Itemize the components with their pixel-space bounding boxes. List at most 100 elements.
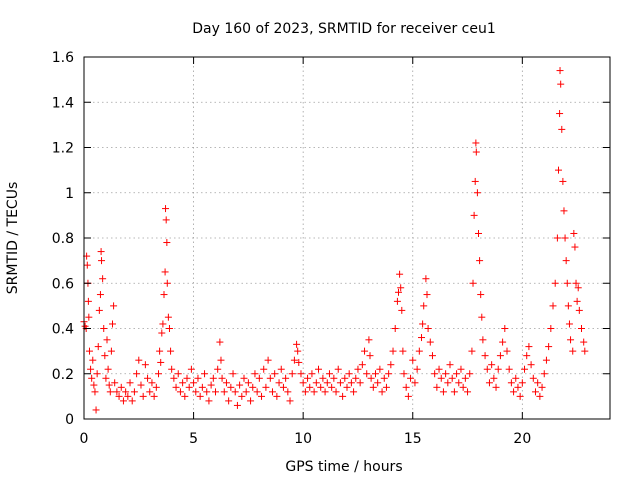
data-point	[559, 177, 567, 185]
data-point	[385, 370, 393, 378]
data-point	[435, 365, 443, 373]
data-point	[382, 383, 390, 391]
data-point	[190, 379, 198, 387]
data-point	[198, 383, 206, 391]
data-point	[356, 379, 364, 387]
data-point	[139, 392, 147, 400]
data-point	[253, 388, 261, 396]
data-point	[288, 370, 296, 378]
data-point	[160, 291, 168, 299]
data-point	[523, 352, 531, 360]
data-point	[556, 67, 564, 75]
data-point	[545, 343, 553, 351]
data-point	[262, 383, 270, 391]
chart-title: Day 160 of 2023, SRMTID for receiver ceu…	[192, 21, 496, 37]
data-point	[220, 388, 228, 396]
data-point	[477, 291, 485, 299]
data-point	[205, 397, 213, 405]
data-point	[249, 383, 257, 391]
data-point	[185, 383, 193, 391]
data-point	[343, 383, 351, 391]
data-point	[367, 374, 375, 382]
data-point	[141, 361, 149, 369]
data-point	[571, 243, 579, 251]
data-point	[155, 370, 163, 378]
y-tick-label: 1	[65, 186, 74, 202]
data-point	[113, 388, 121, 396]
data-point	[366, 352, 374, 360]
data-point	[534, 379, 542, 387]
data-point	[91, 388, 99, 396]
data-point	[431, 370, 439, 378]
data-point	[264, 356, 272, 364]
data-point	[87, 365, 95, 373]
x-tick-label: 15	[404, 431, 422, 447]
y-tick-label: 1.6	[52, 50, 74, 66]
y-tick-label: 0.6	[52, 276, 74, 292]
data-point	[218, 374, 226, 382]
data-point	[499, 338, 507, 346]
data-point	[100, 325, 108, 332]
data-point	[273, 392, 281, 400]
data-point	[560, 207, 568, 215]
data-point	[310, 388, 318, 396]
y-tick-label: 0.4	[52, 322, 74, 338]
data-point	[461, 374, 469, 382]
data-point	[117, 383, 125, 391]
data-point	[470, 211, 478, 219]
data-point	[529, 374, 537, 382]
data-point	[156, 347, 164, 355]
data-point	[217, 356, 225, 364]
data-point	[187, 365, 195, 373]
data-point	[122, 388, 130, 396]
data-point	[225, 397, 233, 405]
data-point	[266, 374, 274, 382]
data-point	[391, 325, 399, 332]
data-point	[301, 388, 309, 396]
data-point	[378, 388, 386, 396]
data-point	[277, 365, 285, 373]
data-point	[282, 374, 290, 382]
data-point	[126, 379, 134, 387]
y-tick-label: 0.8	[52, 231, 74, 247]
data-point	[207, 381, 215, 389]
data-point	[478, 313, 486, 321]
data-point	[90, 381, 98, 389]
data-point	[315, 365, 323, 373]
data-point	[133, 370, 141, 378]
data-point	[89, 356, 97, 364]
data-point	[466, 370, 474, 378]
data-point	[516, 392, 524, 400]
data-point	[332, 388, 340, 396]
data-point	[407, 374, 415, 382]
data-point	[503, 347, 511, 355]
data-point	[330, 374, 338, 382]
data-point	[562, 257, 570, 265]
x-axis-label: GPS time / hours	[285, 459, 402, 475]
y-tick-label: 1.2	[52, 141, 74, 157]
x-tick-label: 10	[294, 431, 312, 447]
data-point	[260, 365, 268, 373]
x-tick-label: 0	[80, 431, 89, 447]
data-point	[101, 352, 109, 360]
data-point	[420, 302, 428, 310]
data-point	[258, 392, 266, 400]
data-point	[376, 365, 384, 373]
data-point	[174, 370, 182, 378]
data-point	[536, 392, 544, 400]
data-point	[194, 374, 202, 382]
data-point	[306, 383, 314, 391]
data-point	[299, 379, 307, 387]
data-point	[294, 347, 302, 355]
data-point	[181, 392, 189, 400]
data-point	[290, 356, 298, 364]
data-point	[229, 370, 237, 378]
data-point	[323, 379, 331, 387]
y-tick-label: 1.4	[52, 95, 74, 111]
data-point	[521, 365, 529, 373]
data-point	[106, 388, 114, 396]
data-point	[227, 383, 235, 391]
data-point	[354, 365, 362, 373]
data-point	[168, 365, 176, 373]
